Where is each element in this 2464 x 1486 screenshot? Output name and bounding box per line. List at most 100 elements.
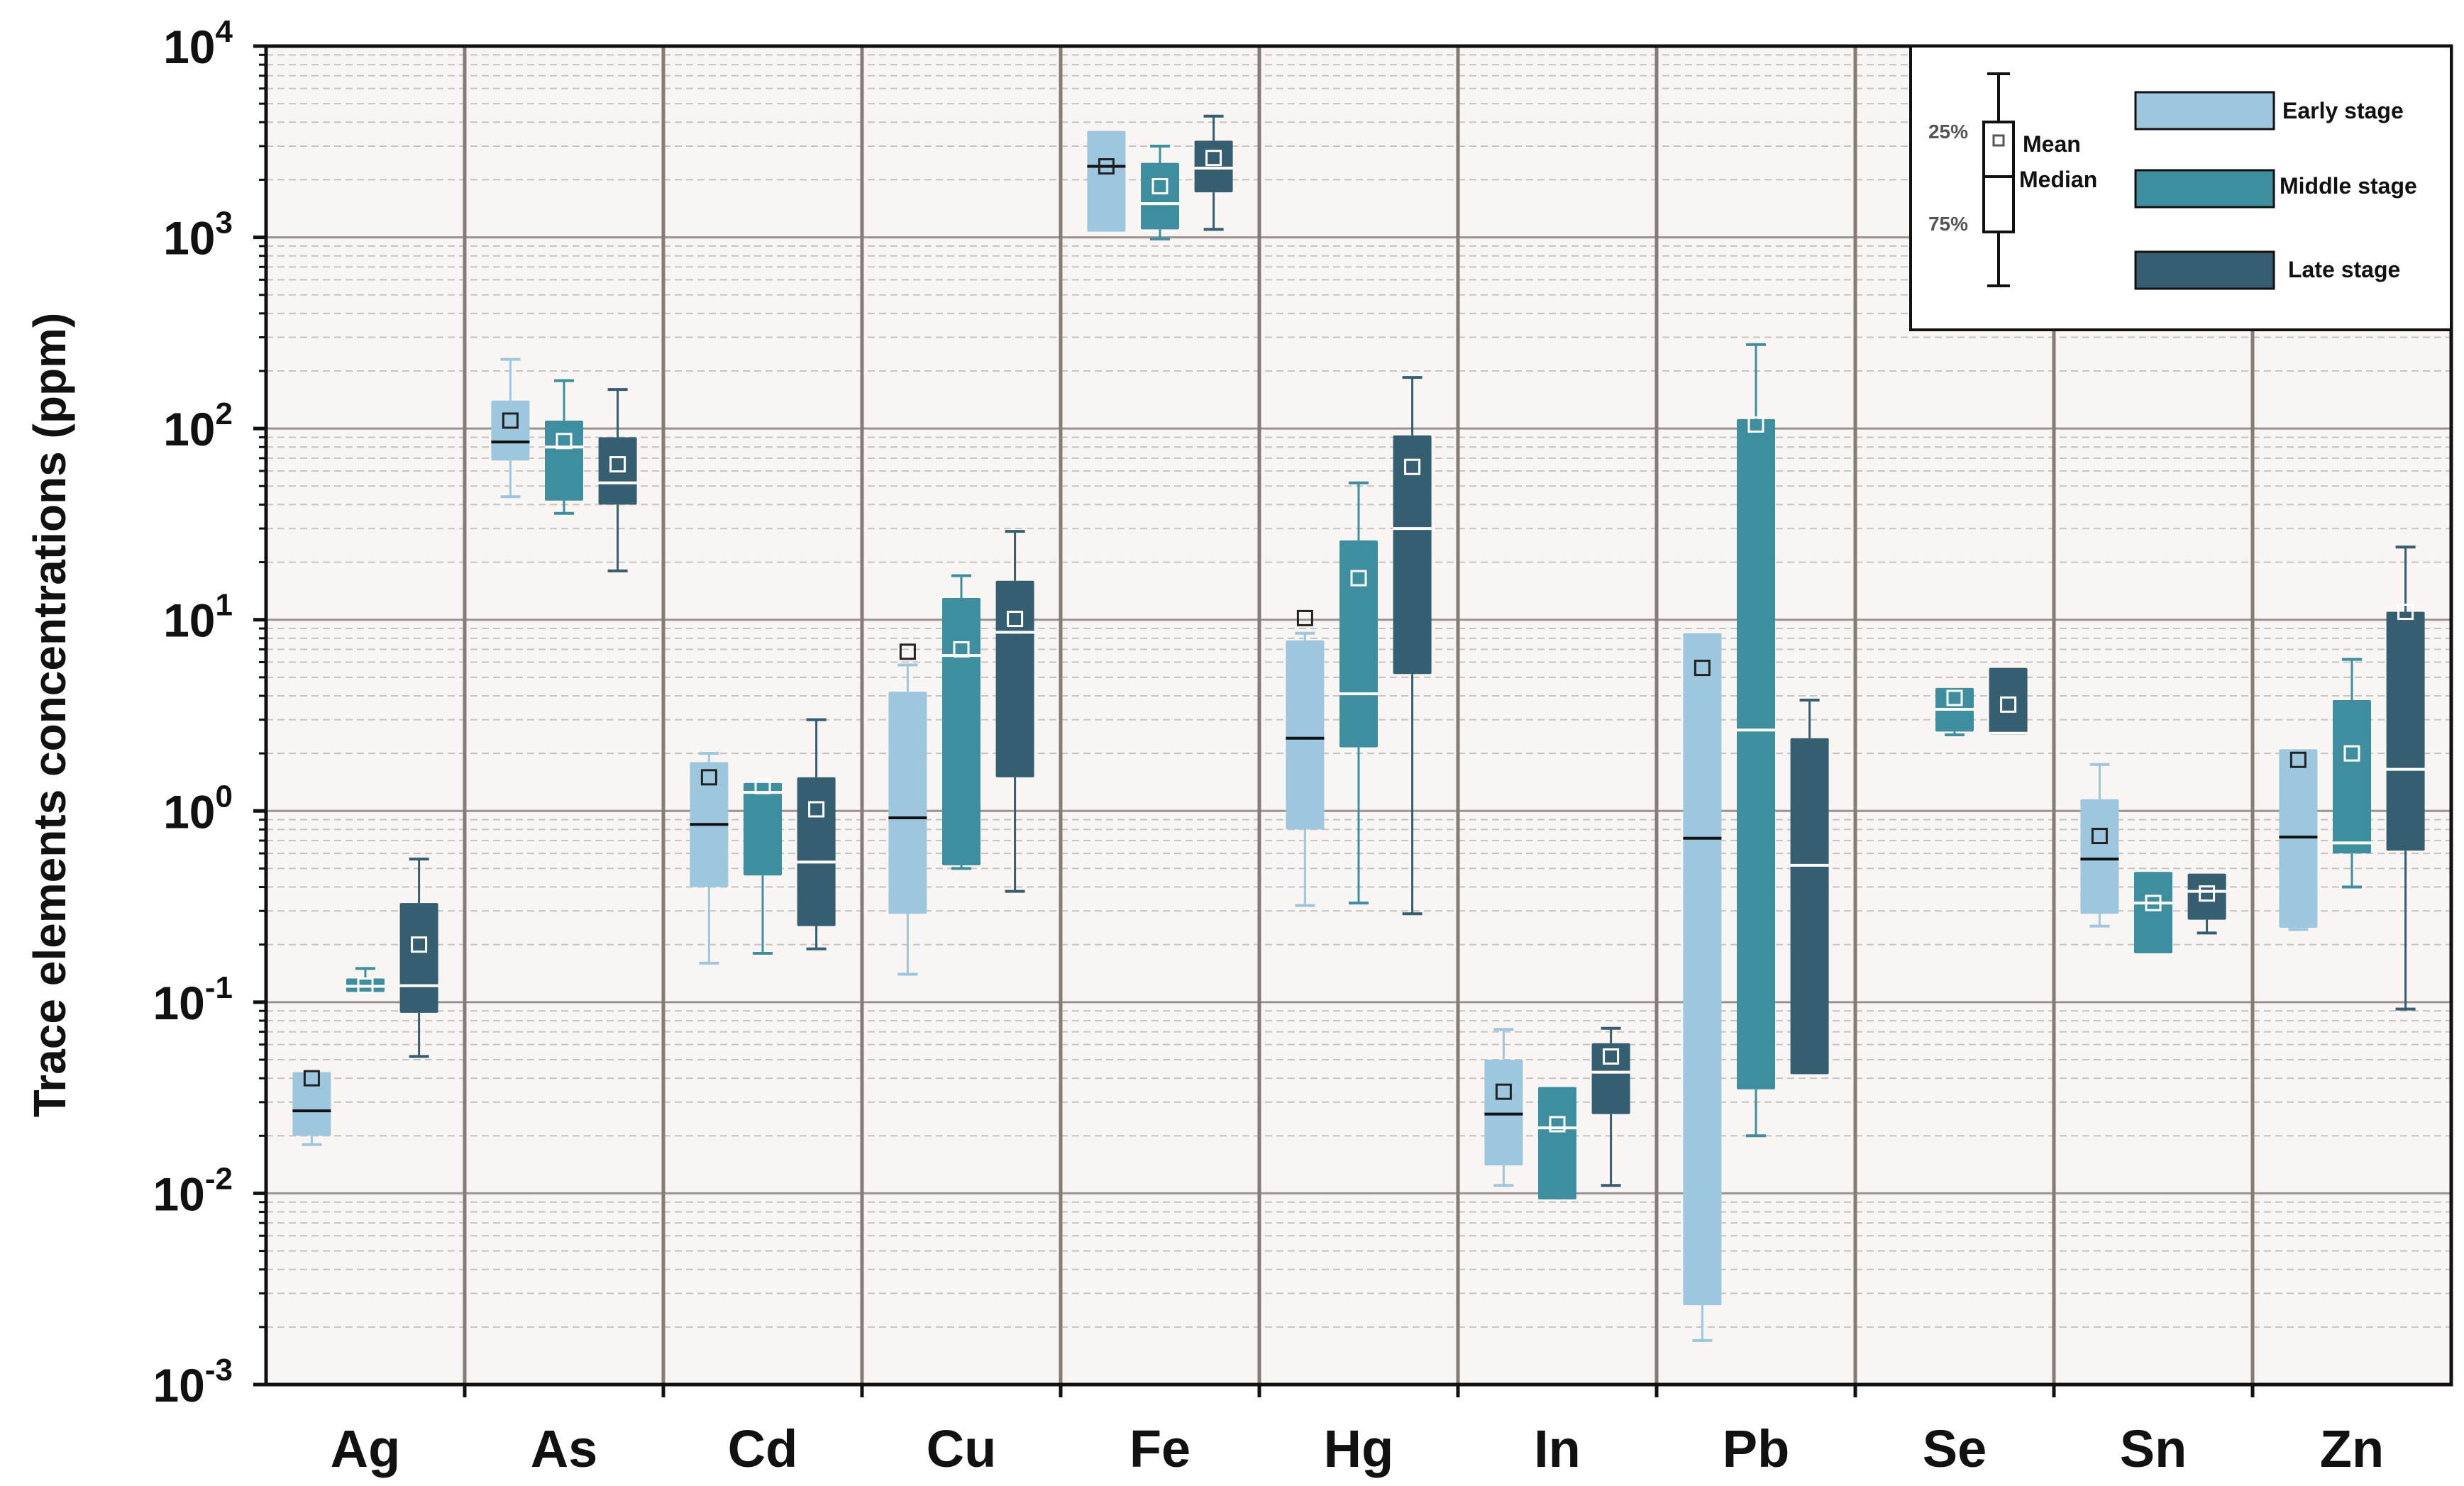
mean-marker	[609, 456, 626, 473]
x-tick-label: In	[1534, 1419, 1581, 1478]
box-cu-late	[995, 530, 1034, 893]
legend-key: 25% 75% Mean Median	[1928, 72, 2097, 287]
mean-marker	[899, 643, 916, 660]
iqr-box	[2386, 611, 2425, 851]
box-in-middle	[1538, 1087, 1576, 1199]
y-tick-label: 104	[163, 14, 233, 73]
iqr-box	[888, 692, 927, 914]
box-zn-late	[2386, 545, 2425, 1011]
mean-marker	[1151, 178, 1169, 195]
box-sn-late	[2187, 873, 2226, 935]
mean-marker	[754, 777, 771, 794]
mean-marker	[502, 412, 519, 429]
box-se-late	[1989, 667, 2028, 736]
y-tick-label: 101	[163, 588, 233, 647]
legend-entry-middle: Middle stage	[2134, 169, 2417, 209]
mean-marker	[357, 977, 374, 994]
iqr-box	[2187, 873, 2226, 920]
iqr-box	[1286, 640, 1325, 830]
box-cu-early	[888, 643, 927, 976]
mean-marker	[2343, 745, 2360, 762]
mean-marker	[1495, 1083, 1512, 1100]
iqr-box	[1989, 667, 2028, 736]
iqr-box	[1484, 1060, 1523, 1166]
box-cd-early	[690, 752, 729, 965]
iqr-box	[797, 777, 836, 926]
box-pb-late	[1790, 698, 1829, 1075]
x-tick-label: Sn	[2120, 1419, 2187, 1478]
mean-marker	[1350, 570, 1367, 587]
y-tick-label: 100	[163, 779, 233, 838]
iqr-box	[545, 420, 583, 501]
box-ag-middle	[346, 967, 385, 994]
box-ag-early	[292, 1070, 331, 1146]
legend: 25% 75% Mean Median Early stage Middle s…	[1909, 45, 2453, 331]
legend-key-mean-marker	[1992, 134, 2005, 147]
iqr-box	[1141, 162, 1179, 230]
mean-marker	[2000, 696, 2017, 713]
y-axis-ticks: 10-3 10-2 10-1 100 101 102 103 104	[153, 14, 266, 1412]
mean-marker	[2397, 604, 2414, 621]
plot-frame	[264, 44, 2453, 1387]
x-tick-label: Cu	[927, 1419, 997, 1478]
box-hg-middle	[1339, 481, 1378, 905]
box-zn-early	[2279, 749, 2318, 931]
box-sn-middle	[2134, 872, 2172, 954]
iqr-box	[2333, 699, 2371, 854]
iqr-box	[1087, 131, 1126, 232]
legend-label-early: Early stage	[2282, 98, 2404, 123]
box-pb-early	[1683, 633, 1722, 1342]
iqr-box	[1339, 540, 1378, 748]
mean-marker	[1404, 458, 1421, 475]
mean-marker	[1549, 1116, 1566, 1133]
box-fe-late	[1194, 114, 1233, 231]
x-tick-label: Se	[1923, 1419, 1987, 1478]
box-cu-middle	[942, 574, 980, 870]
iqr-box	[1591, 1043, 1630, 1114]
iqr-box	[1194, 140, 1233, 193]
iqr-box	[744, 782, 782, 876]
y-tick-label: 102	[163, 397, 233, 455]
y-tick-label: 10-2	[153, 1161, 233, 1220]
legend-entry-early: Early stage	[2134, 91, 2404, 131]
mean-marker	[1694, 660, 1711, 677]
mean-marker	[1747, 416, 1764, 433]
box-as-middle	[545, 379, 583, 515]
box-sn-early	[2080, 763, 2119, 928]
box-as-late	[598, 388, 637, 572]
boxes	[292, 114, 2425, 1342]
iqr-box	[1790, 738, 1829, 1075]
y-tick-label: 103	[163, 206, 233, 265]
box-cd-late	[797, 718, 836, 950]
mean-marker	[1946, 689, 1963, 706]
mean-marker	[700, 769, 717, 786]
iqr-box	[2134, 872, 2172, 954]
iqr-box	[491, 400, 530, 461]
x-tick-label: As	[531, 1419, 598, 1478]
box-hg-late	[1393, 376, 1432, 916]
x-tick-label: Hg	[1324, 1419, 1394, 1478]
box-as-early	[491, 357, 530, 499]
x-axis-labels: Ag As Cd Cu Fe Hg In Pb Se Sn Zn	[331, 1385, 2384, 1478]
iqr-box	[2080, 799, 2119, 914]
legend-swatch-middle	[2134, 169, 2275, 209]
legend-label-middle: Middle stage	[2280, 173, 2417, 199]
iqr-box	[1538, 1087, 1576, 1199]
box-pb-middle	[1737, 343, 1775, 1138]
legend-swatch-late	[2134, 250, 2275, 290]
mean-marker	[556, 433, 573, 450]
box-fe-early	[1087, 131, 1126, 232]
mean-marker	[2199, 885, 2216, 902]
mean-marker	[303, 1070, 320, 1087]
legend-key-75: 75%	[1928, 213, 1968, 235]
iqr-box	[995, 580, 1034, 777]
y-axis-title: Trace elements concentrations (ppm)	[24, 313, 75, 1118]
mean-marker	[411, 936, 428, 953]
iqr-box	[2279, 749, 2318, 928]
iqr-box	[1683, 633, 1722, 1306]
legend-swatch-early	[2134, 91, 2275, 131]
legend-entry-late: Late stage	[2134, 250, 2400, 290]
iqr-box	[292, 1072, 331, 1136]
x-tick-label: Ag	[331, 1419, 401, 1478]
